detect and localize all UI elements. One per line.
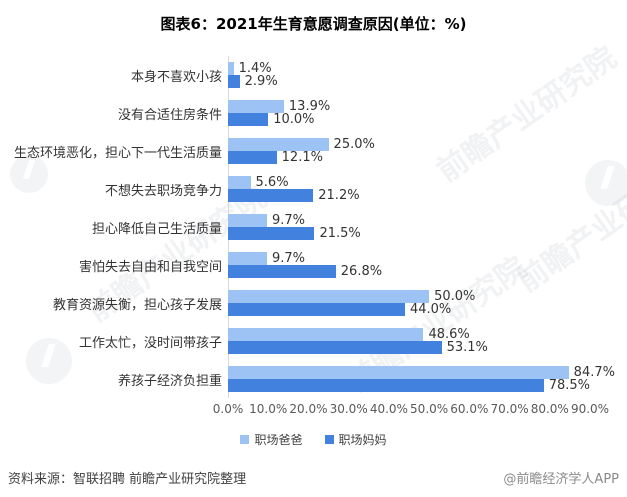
- plot-cell: 9.7% 26.8%: [228, 251, 590, 279]
- plot-cell: 25.0% 12.1%: [228, 137, 590, 165]
- value-label: 9.7%: [272, 251, 306, 266]
- bar-dads: [228, 62, 234, 75]
- plot-cell: 5.6% 21.2%: [228, 175, 590, 203]
- category-label: 工作太忙，没时间带孩子: [78, 335, 222, 351]
- legend-swatch-icon: [240, 435, 250, 444]
- value-label: 1.4%: [238, 61, 272, 76]
- category-row: 没有合适住房条件 13.9% 10.0%: [0, 94, 617, 132]
- category-row: 本身不喜欢小孩 1.4% 2.9%: [0, 56, 617, 94]
- bar-dads: [228, 138, 329, 151]
- value-label: 21.5%: [319, 226, 361, 241]
- source-note: 资料来源：智联招聘 前瞻产业研究院整理: [8, 472, 247, 487]
- category-row: 生态环境恶化，担心下一代生活质量 25.0% 12.1%: [0, 132, 617, 170]
- category-row: 不想失去职场竞争力 5.6% 21.2%: [0, 170, 617, 208]
- bar-moms: [228, 227, 315, 240]
- category-label: 生态环境恶化，担心下一代生活质量: [13, 145, 222, 161]
- plot-cell: 84.7% 78.5%: [228, 365, 615, 393]
- value-label: 13.9%: [288, 99, 331, 114]
- bar-dads: [228, 214, 267, 227]
- bar-dads: [228, 290, 430, 303]
- chart-body: 本身不喜欢小孩 1.4% 2.9% 没有合适住房条件 13.9% 10.0% 生态环境恶化，…: [0, 56, 617, 398]
- category-label: 害怕失去自由和自我空间: [78, 259, 222, 275]
- bar-moms: [228, 265, 336, 278]
- bar-dads: [228, 252, 267, 265]
- credit-note: @前瞻经济学人APP: [503, 472, 619, 487]
- chart-title: 图表6：2021年生育意愿调查原因(单位：%): [160, 15, 467, 33]
- bar-moms: [228, 113, 269, 126]
- value-label: 44.0%: [409, 302, 452, 317]
- x-tick-label: 30.0%: [329, 402, 368, 416]
- value-label: 21.2%: [318, 188, 360, 203]
- legend-label: 职场爸爸: [254, 433, 303, 447]
- value-label: 84.7%: [573, 365, 615, 380]
- category-label: 养孩子经济负担重: [117, 373, 222, 389]
- bar-moms: [228, 189, 314, 202]
- plot-cell: 48.6% 53.1%: [228, 327, 590, 355]
- category-label: 担心降低自己生活质量: [91, 221, 222, 237]
- x-tick-label: 90.0%: [570, 402, 610, 416]
- x-tick-label: 10.0%: [249, 402, 288, 416]
- bar-dads: [228, 100, 284, 113]
- bar-moms: [228, 341, 442, 354]
- bar-dads: [228, 328, 424, 341]
- bar-moms: [228, 379, 544, 392]
- value-label: 2.9%: [244, 74, 278, 89]
- value-label: 25.0%: [333, 137, 375, 152]
- bar-dads: [228, 366, 569, 379]
- legend: 职场爸爸 职场妈妈: [0, 431, 627, 448]
- x-axis: 0.0% 10.0% 20.0% 30.0% 40.0% 50.0% 60.0% 70.0% 8…: [213, 402, 609, 418]
- bar-moms: [228, 75, 240, 88]
- category-row: 教育资源失衡，担心孩子发展 50.0% 44.0%: [0, 284, 617, 322]
- plot-cell: 13.9% 10.0%: [228, 99, 590, 127]
- x-tick-label: 0.0%: [212, 402, 244, 416]
- x-tick-label: 70.0%: [490, 402, 529, 416]
- category-label: 教育资源失衡，担心孩子发展: [52, 297, 222, 313]
- footer: 资料来源：智联招聘 前瞻产业研究院整理 @前瞻经济学人APP: [8, 468, 619, 487]
- value-label: 10.0%: [273, 112, 315, 127]
- category-label: 不想失去职场竞争力: [104, 183, 222, 199]
- value-label: 12.1%: [281, 150, 323, 165]
- plot-cell: 9.7% 21.5%: [228, 213, 590, 241]
- value-label: 9.7%: [272, 213, 306, 228]
- value-label: 50.0%: [434, 289, 476, 304]
- bar-moms: [228, 303, 405, 316]
- value-label: 78.5%: [548, 378, 591, 393]
- category-label: 本身不喜欢小孩: [130, 69, 222, 85]
- value-label: 53.1%: [446, 340, 488, 355]
- category-row: 工作太忙，没时间带孩子 48.6% 53.1%: [0, 322, 617, 360]
- x-tick-label: 40.0%: [369, 402, 408, 416]
- bar-dads: [228, 176, 251, 189]
- x-tick-label: 80.0%: [530, 402, 569, 416]
- legend-label: 职场妈妈: [338, 433, 387, 447]
- legend-item-dads: 职场爸爸: [240, 431, 303, 448]
- x-tick-label: 60.0%: [450, 402, 489, 416]
- category-row: 担心降低自己生活质量 9.7% 21.5%: [0, 208, 617, 246]
- value-label: 5.6%: [255, 175, 289, 190]
- category-row: 养孩子经济负担重 84.7% 78.5%: [0, 360, 617, 398]
- plot-cell: 50.0% 44.0%: [228, 289, 590, 317]
- category-label: 没有合适住房条件: [117, 107, 222, 123]
- legend-swatch-icon: [324, 435, 334, 444]
- x-tick-label: 50.0%: [410, 402, 449, 416]
- bar-moms: [228, 151, 277, 164]
- x-tick-label: 20.0%: [289, 402, 328, 416]
- plot-cell: 1.4% 2.9%: [228, 61, 590, 89]
- category-row: 害怕失去自由和自我空间 9.7% 26.8%: [0, 246, 617, 284]
- value-label: 48.6%: [428, 327, 470, 342]
- value-label: 26.8%: [340, 264, 383, 279]
- legend-item-moms: 职场妈妈: [324, 431, 387, 448]
